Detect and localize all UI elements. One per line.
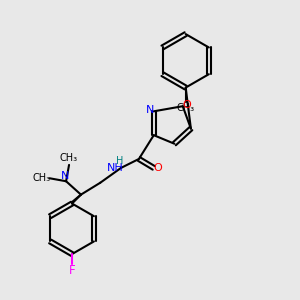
Text: F: F [69, 264, 75, 277]
Text: O: O [182, 100, 191, 110]
Text: O: O [154, 163, 163, 173]
Text: CH₃: CH₃ [60, 153, 78, 164]
Text: NH: NH [107, 163, 124, 173]
Text: CH₃: CH₃ [177, 103, 195, 113]
Text: N: N [60, 171, 69, 181]
Text: CH₃: CH₃ [32, 173, 50, 183]
Text: H: H [116, 156, 123, 166]
Text: N: N [146, 105, 154, 115]
